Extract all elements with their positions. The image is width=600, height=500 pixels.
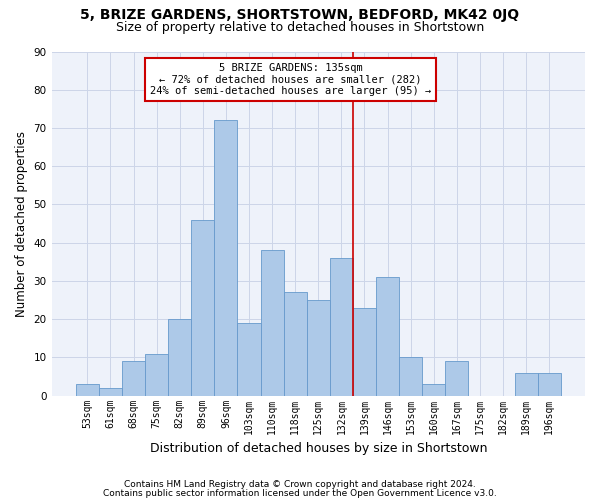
Bar [399,358,422,396]
Bar [260,250,284,396]
Bar [307,300,330,396]
Text: 5, BRIZE GARDENS, SHORTSTOWN, BEDFORD, MK42 0JQ: 5, BRIZE GARDENS, SHORTSTOWN, BEDFORD, M… [80,8,520,22]
Text: Contains public sector information licensed under the Open Government Licence v3: Contains public sector information licen… [103,488,497,498]
Bar [76,384,99,396]
Bar [191,220,214,396]
Bar [145,354,168,396]
Bar [238,323,260,396]
Bar [538,372,561,396]
Y-axis label: Number of detached properties: Number of detached properties [15,130,28,316]
X-axis label: Distribution of detached houses by size in Shortstown: Distribution of detached houses by size … [149,442,487,455]
Bar [284,292,307,396]
Bar [122,361,145,396]
Text: Contains HM Land Registry data © Crown copyright and database right 2024.: Contains HM Land Registry data © Crown c… [124,480,476,489]
Bar [168,319,191,396]
Bar [353,308,376,396]
Bar [330,258,353,396]
Bar [445,361,469,396]
Bar [99,388,122,396]
Text: 5 BRIZE GARDENS: 135sqm
← 72% of detached houses are smaller (282)
24% of semi-d: 5 BRIZE GARDENS: 135sqm ← 72% of detache… [150,63,431,96]
Bar [422,384,445,396]
Bar [214,120,238,396]
Text: Size of property relative to detached houses in Shortstown: Size of property relative to detached ho… [116,21,484,34]
Bar [376,277,399,396]
Bar [515,372,538,396]
